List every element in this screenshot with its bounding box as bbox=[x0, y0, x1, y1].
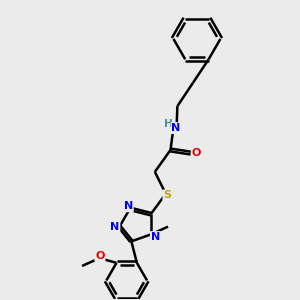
Text: N: N bbox=[124, 201, 133, 211]
Text: H: H bbox=[164, 119, 172, 129]
Text: S: S bbox=[164, 190, 171, 200]
Text: N: N bbox=[172, 123, 181, 133]
Text: O: O bbox=[95, 250, 105, 261]
Text: N: N bbox=[110, 222, 119, 232]
Text: O: O bbox=[192, 148, 201, 158]
Text: N: N bbox=[151, 232, 160, 242]
